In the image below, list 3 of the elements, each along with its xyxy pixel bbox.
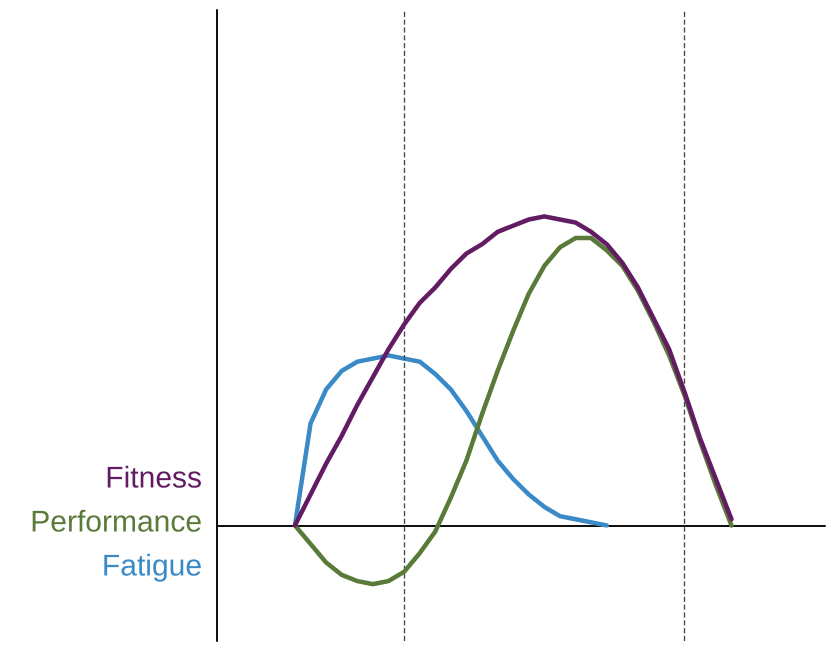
text: Performance [30, 506, 202, 538]
text: Fatigue [102, 550, 202, 582]
text: Fitness [105, 462, 202, 494]
